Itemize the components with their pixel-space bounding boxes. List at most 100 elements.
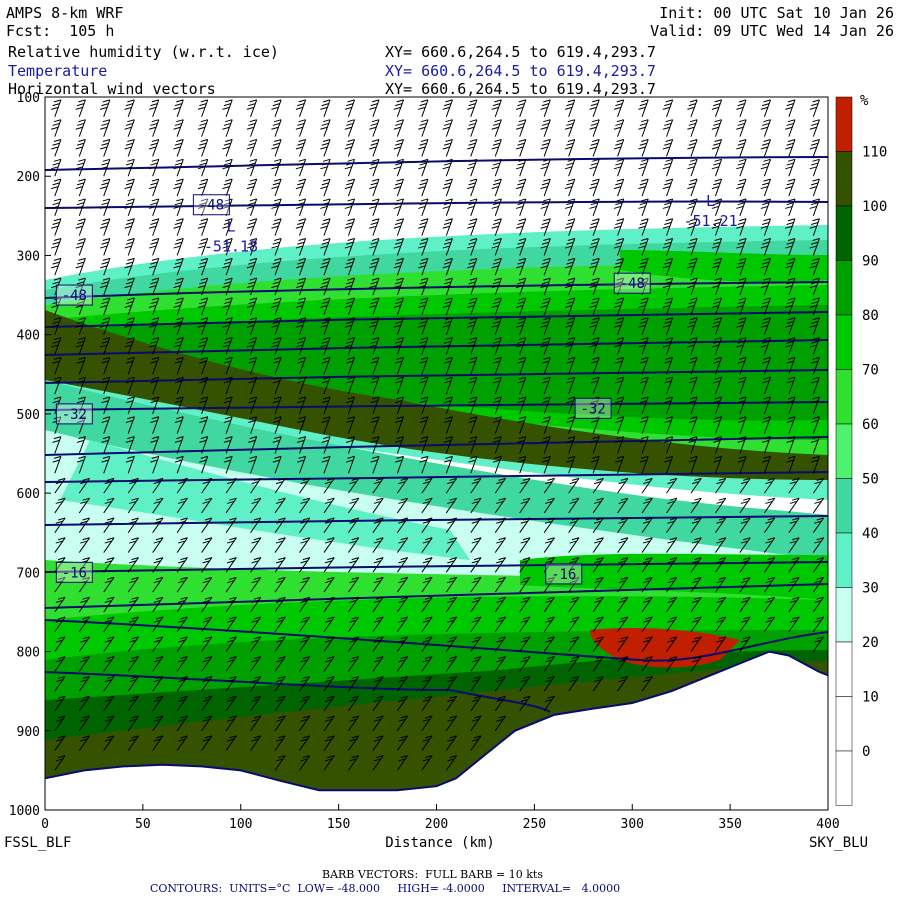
wind-barb <box>419 356 429 375</box>
wind-barb <box>323 636 335 652</box>
wind-barb <box>372 735 384 751</box>
wind-barb <box>470 616 482 633</box>
wind-barb <box>344 139 356 157</box>
wind-barb <box>687 317 698 335</box>
wind-barb <box>152 537 164 553</box>
wind-barb <box>174 356 184 375</box>
wind-barb <box>662 119 674 137</box>
wind-barb <box>295 139 307 157</box>
wind-barb <box>225 477 237 494</box>
wind-barb <box>494 557 506 573</box>
wind-barb <box>248 376 258 395</box>
wind-barb <box>615 436 625 454</box>
wind-barb <box>638 139 649 157</box>
wind-barb <box>176 656 188 672</box>
wind-barb <box>763 517 776 534</box>
contour-label-box <box>55 561 93 583</box>
wind-barb <box>225 517 237 534</box>
colorbar-label: 90 <box>862 254 879 270</box>
wind-barb <box>52 356 62 375</box>
wind-barb <box>348 616 360 633</box>
wind-barb <box>51 218 62 236</box>
wind-barb <box>393 238 404 256</box>
wind-barb <box>690 537 702 553</box>
wind-barb <box>711 277 723 296</box>
wind-barb <box>201 477 213 494</box>
x-axis: 0 50 100 150 200 250 300 350 400 <box>41 804 840 832</box>
wind-barb <box>173 178 184 197</box>
wind-barb <box>127 616 139 633</box>
wind-barb <box>442 99 453 117</box>
wind-barb <box>763 477 776 494</box>
wind-barb <box>323 735 335 751</box>
wind-barb <box>687 337 698 355</box>
wind-barb <box>103 656 115 672</box>
wind-barb <box>568 477 580 494</box>
wind-barb <box>788 497 800 514</box>
wind-barb <box>445 755 458 771</box>
wind-barb <box>589 257 600 276</box>
wind-barb <box>809 178 820 197</box>
wind-barb <box>617 517 629 534</box>
wind-barb <box>690 656 702 672</box>
wind-barb <box>274 497 286 514</box>
wind-barb <box>662 99 674 117</box>
wind-barb <box>393 158 404 177</box>
wind-barb <box>639 376 649 395</box>
wind-barb <box>785 99 796 117</box>
wind-barb <box>442 297 453 316</box>
wind-barb <box>760 158 772 177</box>
x-tick-label: 300 <box>621 817 644 832</box>
wind-barb <box>176 715 188 732</box>
wind-barb <box>445 596 458 613</box>
wind-barb <box>274 596 286 613</box>
wind-barb <box>250 537 262 553</box>
wind-barb <box>52 396 62 415</box>
wind-barb <box>348 656 360 672</box>
wind-barb <box>443 396 453 415</box>
wind-barb <box>396 517 409 534</box>
wind-barb <box>467 297 478 316</box>
wind-barb <box>78 715 90 732</box>
wind-barb <box>540 99 551 117</box>
wind-barb <box>100 297 111 316</box>
wind-barb <box>566 356 576 375</box>
colorbar-label: 50 <box>862 472 879 488</box>
wind-barb <box>809 218 820 236</box>
wind-barb <box>492 356 502 375</box>
contour-label: -32 <box>62 407 87 423</box>
wind-barb <box>76 376 86 395</box>
wind-barb <box>223 455 233 474</box>
wind-barb <box>786 436 796 454</box>
wind-barb <box>519 656 531 672</box>
wind-barb <box>711 297 723 316</box>
wind-barb <box>613 158 625 177</box>
wind-barb <box>100 277 111 296</box>
wind-barb <box>443 376 453 395</box>
wind-barb <box>641 576 653 593</box>
wind-barb <box>737 455 747 474</box>
wind-barb <box>320 198 331 217</box>
wind-barb <box>297 356 307 375</box>
wind-barb <box>369 317 380 335</box>
wind-barb <box>418 158 429 177</box>
wind-barb <box>369 297 380 316</box>
wind-barb <box>617 616 629 633</box>
wind-barb <box>103 715 115 732</box>
wind-barb <box>566 396 576 415</box>
wind-barb <box>736 257 747 276</box>
wind-barb <box>348 517 360 534</box>
wind-barb <box>197 257 209 276</box>
wind-barb <box>127 636 139 652</box>
wind-barb <box>274 695 286 712</box>
wind-barb <box>176 735 188 751</box>
wind-barb <box>666 596 678 613</box>
wind-barb <box>250 656 262 672</box>
model-title: AMPS 8-km WRF <box>6 4 124 22</box>
wind-barb <box>641 596 653 613</box>
wind-barb <box>763 537 776 553</box>
wind-barb <box>613 257 625 276</box>
wind-barb <box>101 436 111 454</box>
wind-barb <box>76 455 86 474</box>
wind-barb <box>346 356 356 375</box>
